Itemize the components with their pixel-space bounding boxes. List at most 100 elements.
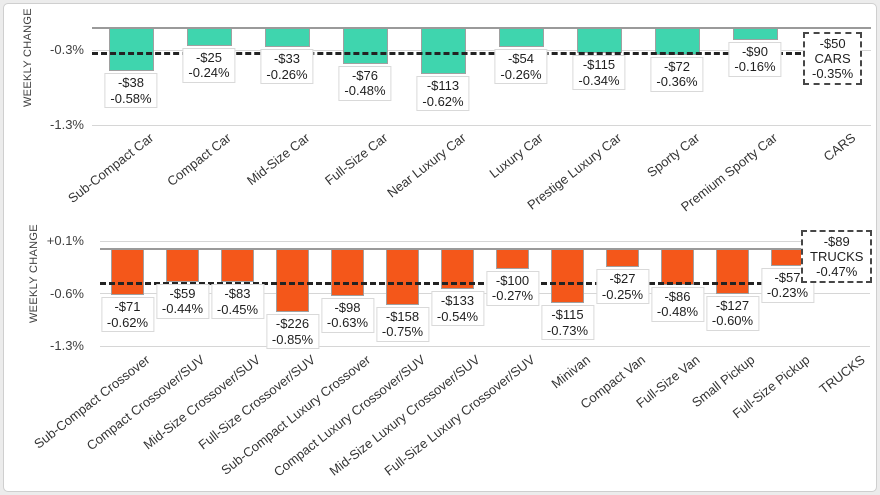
zero-baseline: [92, 26, 871, 29]
bar-premium-sporty-car: [732, 27, 778, 40]
value-label-percent: -0.34%: [578, 72, 620, 88]
value-label-sub-compact-crossover: -$71 -0.62%: [100, 297, 155, 332]
value-label-percent: -0.45%: [216, 301, 259, 317]
value-label-sub-compact-luxury-crossover: -$98 -0.63%: [320, 297, 375, 333]
bar-mid-size-car: [264, 27, 310, 47]
value-label-percent: -0.54%: [436, 308, 479, 324]
average-group-label: CARS: [814, 51, 851, 66]
value-label-compact-van: -$27 -0.25%: [595, 269, 650, 305]
value-label-percent: -0.44%: [161, 301, 204, 316]
value-label-dollar: -$90: [741, 43, 769, 59]
y-axis-tick-label: -1.3%: [50, 117, 84, 132]
value-label-percent: -0.23%: [766, 285, 809, 301]
value-label-percent: -0.24%: [188, 65, 230, 80]
value-label-dollar: -$27: [609, 271, 636, 287]
value-label-dollar: -$54: [507, 51, 535, 66]
value-label-dollar: -$25: [195, 49, 223, 65]
gridline-1-3: [92, 124, 871, 126]
bar-full-size-car: [342, 27, 388, 64]
bar-sporty-car: [654, 27, 700, 55]
value-label-percent: -0.27%: [491, 288, 534, 304]
value-label-dollar: -$59: [169, 285, 196, 301]
average-dashed-line: [100, 282, 799, 286]
value-label-percent: -0.16%: [734, 59, 776, 74]
value-label-premium-sporty-car: -$90 -0.16%: [728, 41, 782, 77]
average-percent: -0.35%: [812, 66, 854, 81]
bar-luxury-car: [498, 27, 544, 47]
average-group-label: TRUCKS: [810, 249, 864, 264]
value-label-percent: -0.48%: [656, 304, 699, 319]
value-label-percent: -0.48%: [344, 83, 386, 98]
value-label-mid-size-luxury-crossover-suv: -$133 -0.54%: [430, 291, 485, 326]
value-label-percent: -0.73%: [546, 322, 589, 338]
y-axis-tick-label: +0.1%: [46, 233, 84, 248]
gridline-0-3: [92, 49, 871, 51]
value-label-percent: -0.60%: [711, 313, 754, 328]
bar-minivan: [551, 248, 584, 304]
y-axis-tick-label: -1.3%: [50, 338, 84, 353]
value-label-full-size-van: -$86 -0.48%: [650, 286, 705, 322]
value-label-full-size-luxury-crossover-suv: -$100 -0.27%: [485, 270, 540, 306]
average-summary-box: -$50 CARS -0.35%: [803, 32, 863, 85]
bar-full-size-luxury-crossover-suv: [496, 248, 529, 269]
y-axis-tick-label: -0.3%: [50, 42, 84, 57]
average-dollar: -$50: [819, 36, 846, 51]
bar-small-pickup: [716, 248, 749, 294]
value-label-dollar: -$115: [551, 307, 584, 323]
value-label-mid-size-car: -$33 -0.26%: [260, 49, 314, 84]
value-label-near-luxury-car: -$113 -0.62%: [416, 76, 470, 111]
bar-compact-luxury-crossover-suv: [386, 248, 419, 305]
bar-near-luxury-car: [420, 27, 466, 74]
value-label-mid-size-crossover-suv: -$83 -0.45%: [210, 284, 265, 320]
average-summary-box: -$89 TRUCKS -0.47%: [801, 230, 873, 283]
value-label-percent: -0.63%: [326, 315, 369, 331]
average-percent: -0.47%: [816, 264, 858, 279]
value-label-percent: -0.85%: [271, 331, 314, 347]
value-label-percent: -0.62%: [422, 93, 464, 109]
value-label-dollar: -$133: [440, 293, 475, 308]
value-label-compact-crossover-suv: -$59 -0.44%: [155, 283, 210, 319]
bar-sub-compact-luxury-crossover: [331, 248, 364, 296]
value-label-percent: -0.26%: [500, 66, 542, 82]
value-label-small-pickup: -$127 -0.60%: [705, 295, 760, 331]
value-label-percent: -0.75%: [381, 324, 424, 340]
value-label-dollar: -$98: [334, 299, 361, 315]
value-label-percent: -0.26%: [266, 66, 308, 82]
value-label-dollar: -$72: [663, 58, 691, 74]
x-axis-label-text: Minivan: [548, 352, 593, 392]
bar-compact-van: [606, 248, 639, 268]
value-label-sub-compact-car: -$38 -0.58%: [104, 73, 158, 108]
bar-sub-compact-crossover: [111, 248, 144, 295]
value-label-dollar: -$71: [114, 299, 141, 314]
value-label-luxury-car: -$54 -0.26%: [494, 49, 548, 84]
value-label-dollar: -$158: [385, 308, 420, 324]
value-label-dollar: -$33: [273, 51, 301, 66]
value-label-dollar: -$100: [495, 272, 530, 288]
value-label-dollar: -$226: [275, 316, 310, 332]
bar-sub-compact-car: [108, 27, 154, 71]
bar-full-size-pickup: [771, 248, 804, 266]
value-label-prestige-luxury-car: -$115 -0.34%: [572, 55, 626, 90]
gridline-0-1: [100, 240, 870, 242]
gridline-1-3: [100, 345, 870, 347]
gridline-0-6: [100, 293, 870, 294]
zero-baseline: [100, 247, 870, 250]
value-label-percent: -0.62%: [106, 314, 149, 330]
value-label-compact-luxury-crossover-suv: -$158 -0.75%: [375, 306, 430, 342]
value-label-full-size-car: -$76 -0.48%: [338, 65, 392, 101]
bar-prestige-luxury-car: [576, 27, 622, 53]
bar-mid-size-crossover-suv: [221, 248, 254, 283]
value-label-dollar: -$86: [664, 288, 691, 304]
value-label-percent: -0.58%: [110, 90, 152, 106]
bar-full-size-van: [661, 248, 694, 285]
x-axis-label-text: TRUCKS: [816, 352, 868, 397]
bar-compact-crossover-suv: [166, 248, 199, 282]
bar-compact-car: [186, 27, 232, 46]
value-label-minivan: -$115 -0.73%: [540, 305, 595, 341]
value-label-dollar: -$76: [351, 67, 379, 83]
value-label-percent: -0.25%: [601, 286, 644, 302]
value-label-full-size-crossover-suv: -$226 -0.85%: [265, 314, 320, 350]
